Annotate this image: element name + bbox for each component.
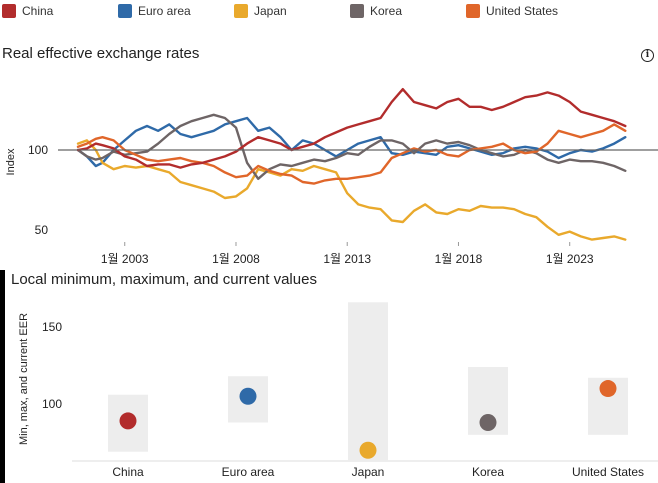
legend-label-japan: Japan: [254, 4, 287, 18]
dot-chart: Min, max, and current EER 100 150 China Euro…: [18, 302, 658, 479]
current-dot-korea: [479, 413, 497, 431]
legend-label-korea: Korea: [370, 4, 403, 18]
legend-item-korea[interactable]: Korea: [350, 4, 402, 18]
line-chart-title: Real effective exchange rates: [2, 45, 200, 62]
current-dot-euro-area: [239, 387, 257, 405]
x-tick-label-united-states: United States: [572, 465, 644, 479]
x-tick-label-2003: 1월 2003: [101, 252, 149, 266]
y-tick-label-100: 100: [28, 143, 48, 157]
info-icon[interactable]: i: [641, 49, 654, 62]
series-line-china: [76, 88, 627, 169]
y-tick-label-50: 50: [35, 223, 49, 237]
legend-label-euro-area: Euro area: [138, 4, 191, 18]
legend-label-united-states: United States: [486, 4, 559, 18]
legend: China Euro area Japan Korea United State…: [0, 4, 658, 22]
x-tick-label-2013: 1월 2013: [323, 252, 371, 266]
legend-item-euro-area[interactable]: Euro area: [118, 4, 191, 18]
legend-item-china[interactable]: China: [2, 4, 53, 18]
legend-item-japan[interactable]: Japan: [234, 4, 287, 18]
legend-swatch-china: [2, 4, 16, 18]
x-tick-label-korea: Korea: [472, 465, 504, 479]
x-tick-label-2023: 1월 2023: [546, 252, 594, 266]
dot-chart-title: Local minimum, maximum, and current valu…: [11, 271, 317, 288]
legend-swatch-japan: [234, 4, 248, 18]
legend-swatch-euro-area: [118, 4, 132, 18]
legend-item-united-states[interactable]: United States: [466, 4, 558, 18]
current-dot-united-states: [599, 380, 617, 398]
series-line-japan: [76, 139, 627, 241]
legend-swatch-korea: [350, 4, 364, 18]
y-axis-label: Min, max, and current EER: [18, 313, 30, 445]
y-tick-label-100: 100: [42, 397, 62, 411]
series-line-united-states: [76, 123, 627, 185]
x-tick-label-china: China: [112, 465, 144, 479]
x-tick-label-2018: 1월 2018: [435, 252, 483, 266]
x-tick-label-euro-area: Euro area: [222, 465, 275, 479]
range-box-japan: [348, 302, 388, 461]
x-tick-label-japan: Japan: [352, 465, 385, 479]
legend-swatch-united-states: [466, 4, 480, 18]
current-dot-china: [119, 412, 137, 430]
y-tick-label-150: 150: [42, 320, 62, 334]
legend-label-china: China: [22, 4, 54, 18]
section-divider: [0, 270, 5, 483]
line-chart: Index 50 100 1월 2003 1월 2008 1월 2013 1월 2018 1월…: [5, 88, 658, 266]
x-tick-label-2008: 1월 2008: [212, 252, 260, 266]
y-axis-label: Index: [5, 148, 17, 175]
current-dot-japan: [359, 441, 377, 459]
